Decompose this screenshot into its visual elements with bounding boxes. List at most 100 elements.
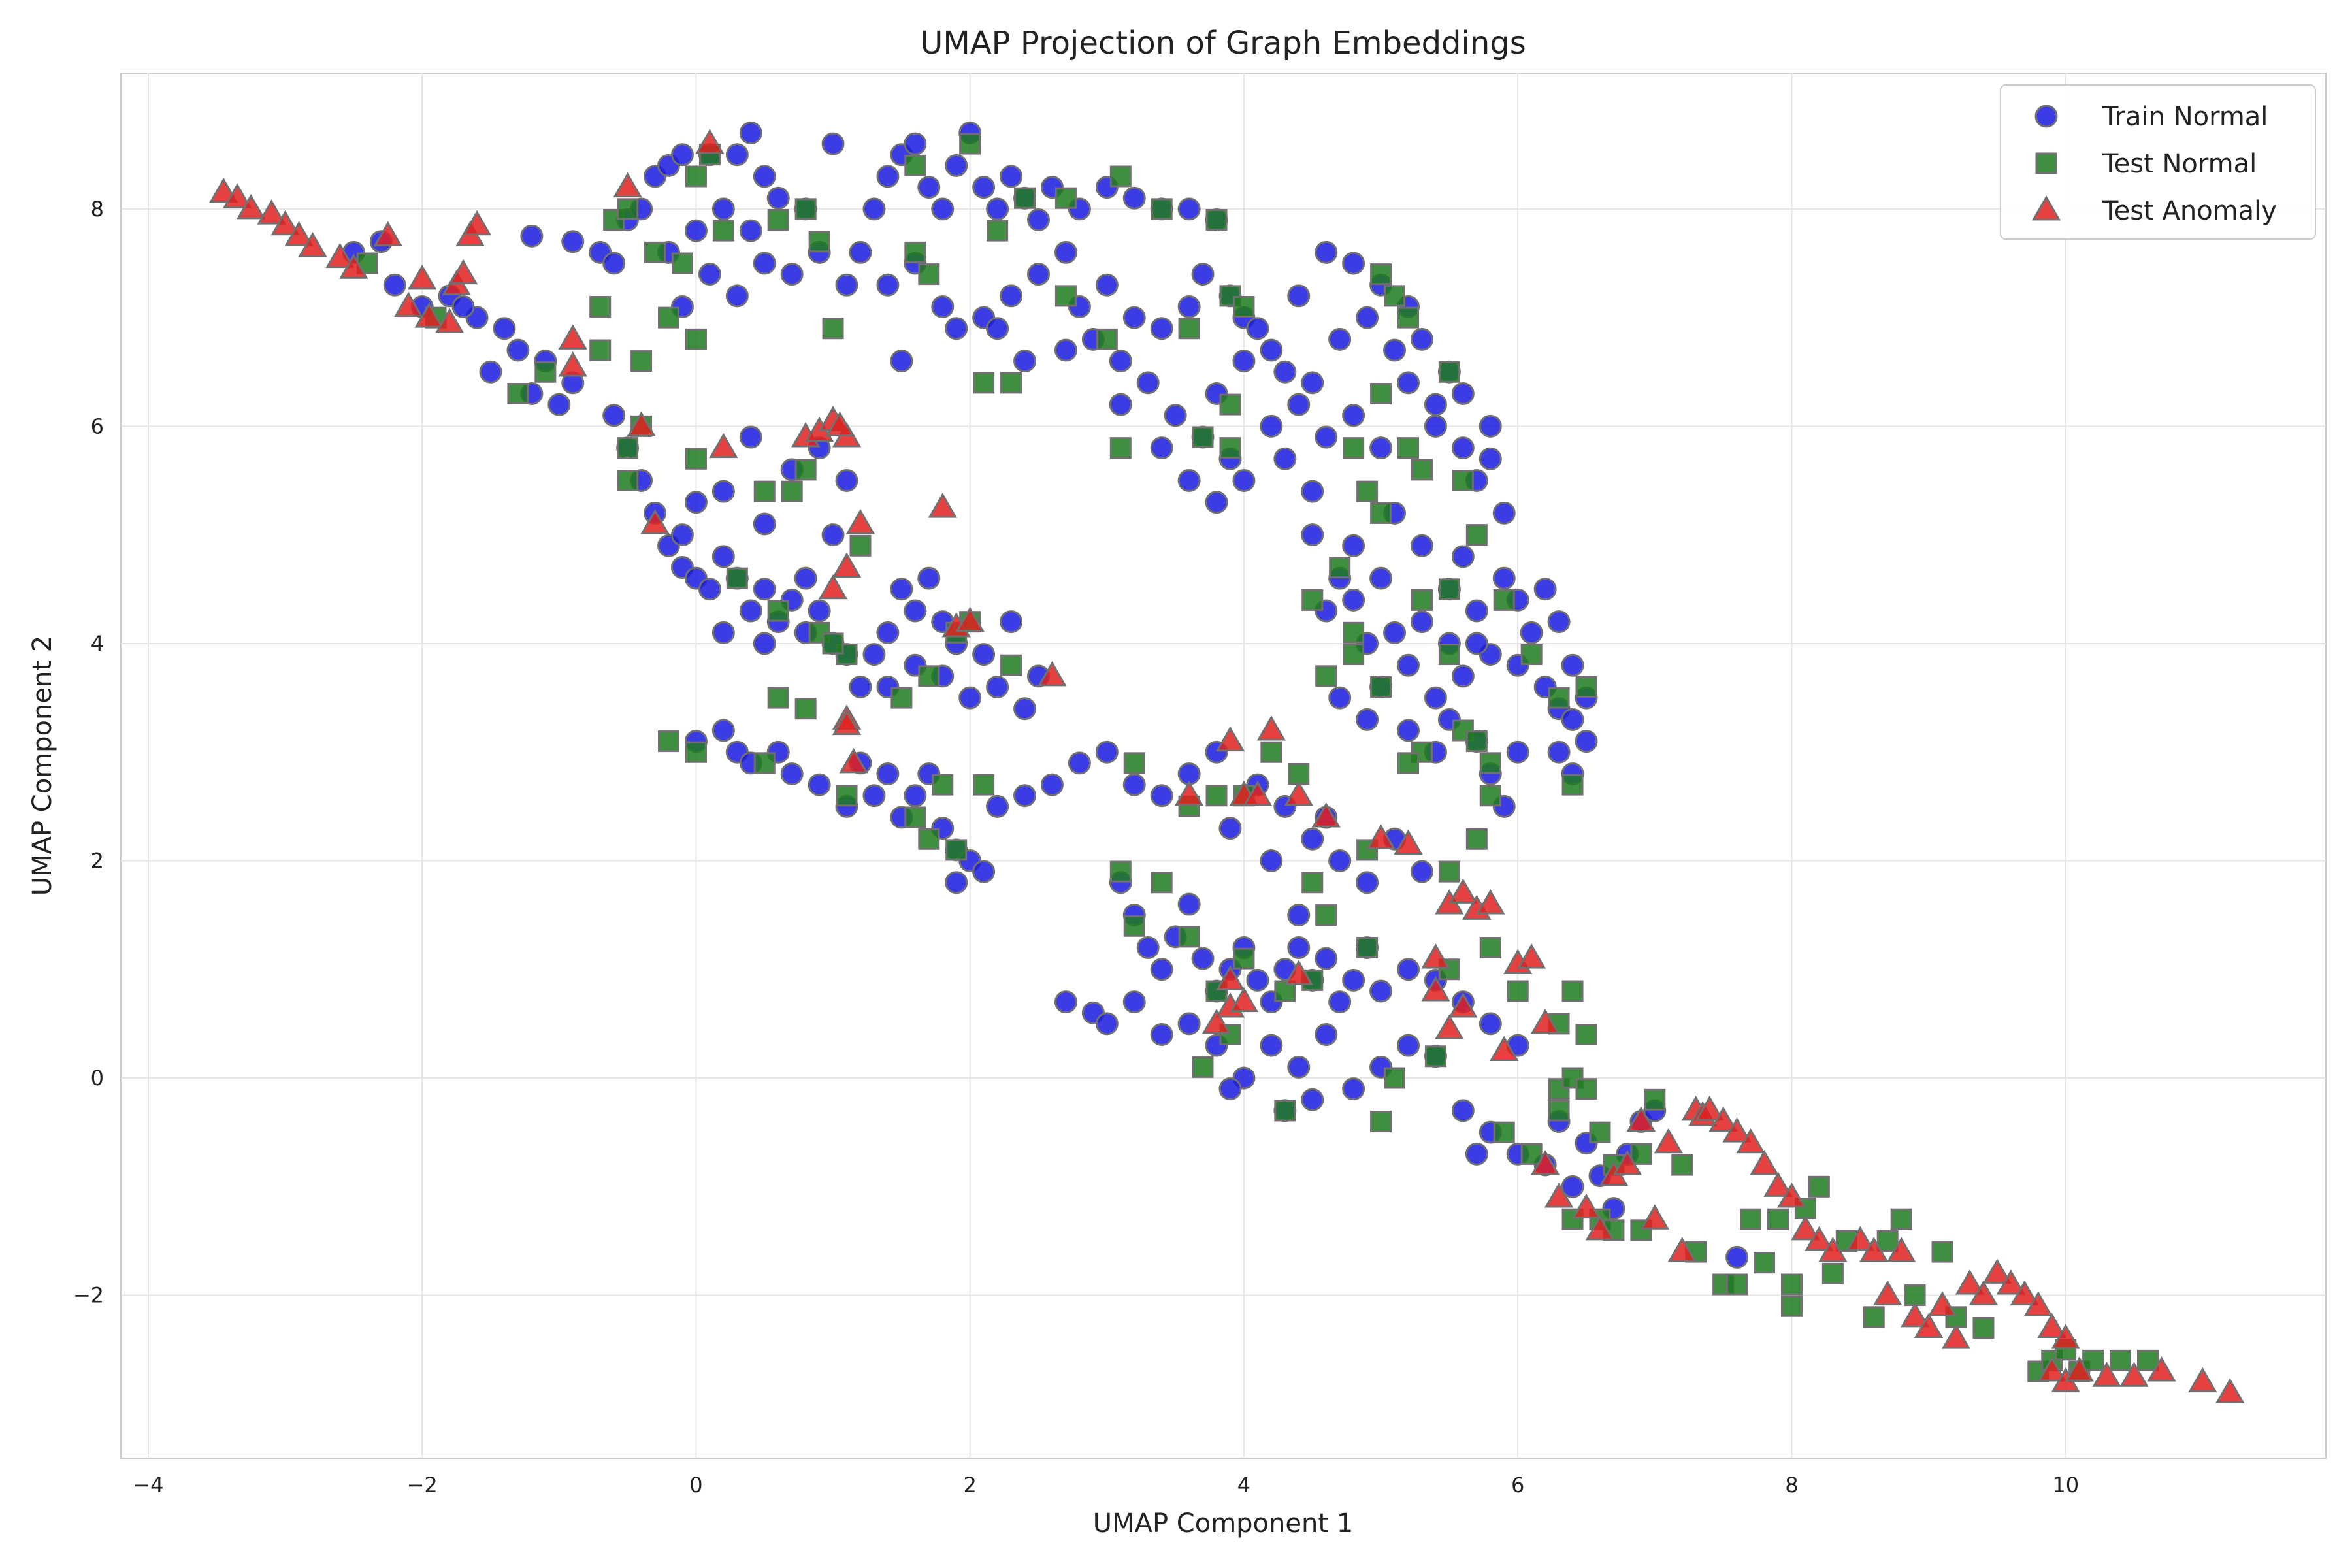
square-point — [685, 328, 707, 350]
legend-label: Train Normal — [2102, 102, 2268, 132]
square-point — [1424, 1045, 1446, 1068]
circle-point — [945, 154, 968, 177]
square-point — [1972, 1316, 1995, 1339]
circle-point — [1095, 740, 1119, 764]
circle-point — [1205, 491, 1228, 514]
triangle-point — [1516, 943, 1546, 969]
square-point — [1575, 1024, 1597, 1046]
circle-point — [972, 643, 996, 666]
triangle-point — [1968, 1280, 1999, 1306]
circle-point — [670, 143, 694, 167]
circle-point — [1342, 404, 1365, 427]
triangle-point — [1243, 780, 1273, 806]
square-point — [932, 774, 954, 796]
circle-point — [602, 252, 626, 275]
square-point — [1343, 437, 1365, 459]
triangle-point — [298, 232, 327, 257]
triangle-point — [1421, 976, 1450, 1002]
circle-point — [1547, 610, 1571, 634]
square-point — [1931, 1241, 1953, 1263]
triangle-point — [1695, 1095, 1724, 1121]
square-point — [1520, 644, 1543, 666]
circle-point — [739, 121, 762, 144]
triangle-point — [832, 552, 862, 578]
square-point — [1329, 557, 1351, 579]
triangle-point — [2092, 1362, 2121, 1387]
circle-point — [1301, 371, 1324, 395]
square-point — [685, 741, 707, 763]
circle-point — [602, 404, 626, 427]
triangle-point — [1805, 1226, 1834, 1251]
square-point — [1808, 1175, 1830, 1198]
square-point — [1178, 926, 1200, 948]
circle-point — [1232, 469, 1256, 493]
circle-point — [876, 621, 900, 644]
y-tick-label: 6 — [91, 414, 104, 438]
square-point — [1726, 1273, 1748, 1296]
triangle-point — [394, 291, 423, 317]
triangle-point — [1982, 1258, 2012, 1284]
circle-point — [1054, 990, 1077, 1014]
circle-point — [711, 719, 735, 742]
triangle-point — [1530, 1150, 1560, 1175]
square-point — [1356, 480, 1379, 502]
circle-point — [1356, 871, 1379, 894]
square-point — [1465, 524, 1488, 546]
circle-point — [711, 480, 735, 503]
triangle-point — [407, 264, 437, 290]
circle-point — [698, 578, 721, 601]
circle-point — [931, 295, 955, 318]
triangle-point — [2051, 1324, 2080, 1349]
square-point — [904, 154, 926, 176]
circle-point — [1260, 849, 1283, 872]
circle-point — [1424, 393, 1447, 416]
circle-point — [1396, 371, 1420, 395]
square-point — [1780, 1295, 1803, 1317]
triangle-point — [1284, 960, 1313, 985]
triangle-point — [1421, 943, 1450, 969]
circle-point — [1328, 990, 1352, 1014]
circle-point — [904, 784, 927, 808]
triangle-point — [1215, 965, 1245, 990]
square-point — [1096, 328, 1118, 350]
circle-point — [862, 784, 886, 808]
square-point — [1384, 285, 1406, 307]
circle-point — [1150, 784, 1173, 808]
circle-point — [1301, 480, 1324, 503]
square-point — [1438, 860, 1460, 883]
circle-point — [835, 469, 858, 493]
circle-point — [753, 512, 776, 536]
circle-point — [1218, 1077, 1242, 1101]
circle-point — [766, 186, 790, 210]
triangle-point — [222, 183, 252, 208]
circle-point — [561, 230, 585, 253]
circle-point — [725, 284, 749, 308]
square-point — [1315, 665, 1337, 687]
square-point — [794, 459, 817, 481]
circle-point — [1369, 436, 1393, 460]
square-point — [1438, 361, 1460, 383]
square-point — [1630, 1143, 1652, 1165]
triangle-point — [1736, 1128, 1765, 1154]
triangle-point — [1201, 1008, 1232, 1034]
square-point — [822, 318, 844, 340]
square-point — [1000, 654, 1022, 676]
square-point — [1561, 1067, 1584, 1089]
circle-point — [1410, 327, 1433, 351]
square-point — [1370, 502, 1392, 524]
legend-triangle-marker — [2031, 195, 2061, 221]
circle-point — [1451, 664, 1475, 688]
circle-point — [1356, 708, 1379, 731]
square-point — [959, 133, 981, 155]
circle-point — [849, 240, 872, 264]
circle-point — [506, 338, 530, 362]
square-point — [630, 350, 653, 372]
circle-point — [1328, 849, 1352, 872]
square-point — [658, 306, 680, 329]
square-point — [2082, 1349, 2104, 1371]
circle-point — [493, 317, 516, 340]
triangle-point — [1667, 1237, 1697, 1262]
square-point — [987, 220, 1009, 242]
circle-point — [1095, 1012, 1119, 1036]
